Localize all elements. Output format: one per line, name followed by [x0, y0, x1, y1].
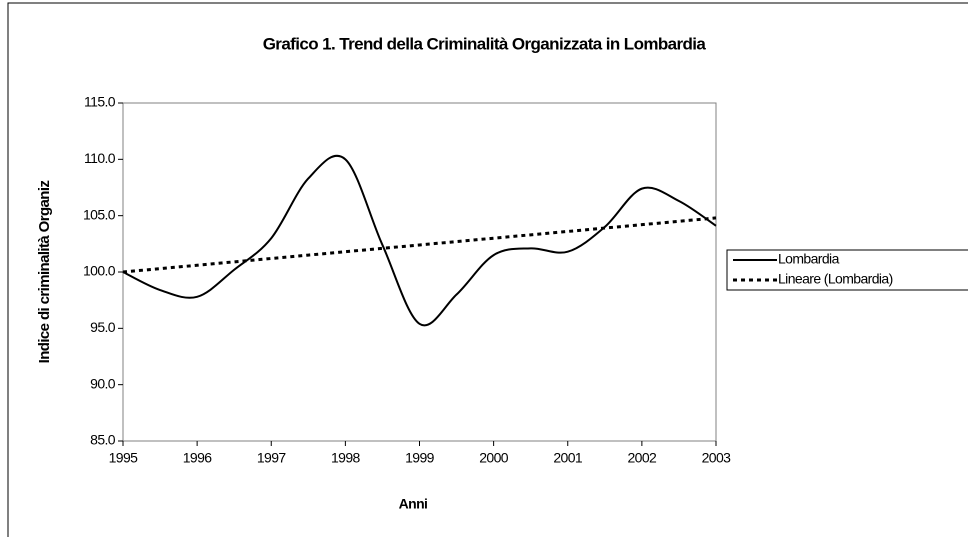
y-tick-label: 85.0 [90, 432, 116, 448]
series-line [122, 216, 717, 274]
y-tick-label: 95.0 [90, 319, 116, 335]
y-tick-label: 100.0 [83, 263, 116, 279]
legend-label: Lombardia [778, 251, 840, 267]
y-tick-label: 110.0 [84, 150, 116, 166]
x-tick-label: 2001 [553, 450, 583, 466]
y-axis-label: Indice di criminalità Organiz [36, 181, 53, 364]
x-tick-label: 2002 [628, 450, 658, 466]
plot-area [122, 102, 717, 442]
y-tick-label: 105.0 [83, 206, 116, 222]
x-tick-label: 1996 [183, 450, 213, 466]
y-tick-label: 115.0 [84, 94, 116, 110]
x-tick-label: 2003 [702, 450, 732, 466]
legend-label: Lineare (Lombardia) [778, 271, 893, 287]
x-tick-label: 2000 [479, 450, 509, 466]
chart-title: Grafico 1. Trend della Criminalità Organ… [263, 34, 707, 53]
x-tick-label: 1997 [257, 450, 287, 466]
x-tick-label: 1999 [405, 450, 435, 466]
chart-frame [7, 2, 968, 537]
x-tick-label: 1995 [109, 450, 139, 466]
series-line [122, 154, 717, 327]
x-tick-label: 1998 [331, 450, 361, 466]
x-axis-label: Anni [399, 496, 428, 512]
legend [726, 249, 968, 291]
y-tick-label: 90.0 [90, 375, 116, 391]
